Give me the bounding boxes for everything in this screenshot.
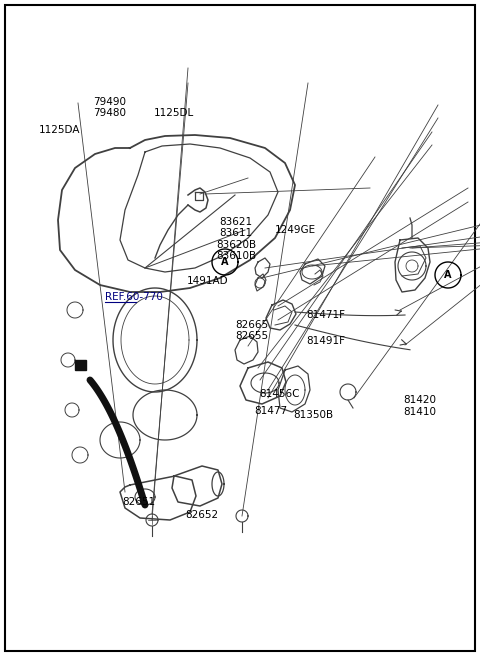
Text: 1125DL: 1125DL xyxy=(154,108,194,118)
Text: A: A xyxy=(221,257,229,267)
Text: 83611: 83611 xyxy=(219,228,252,238)
Text: A: A xyxy=(444,270,452,280)
Text: 83610B: 83610B xyxy=(216,251,256,261)
Text: 79490: 79490 xyxy=(94,96,127,107)
Text: 82652: 82652 xyxy=(185,510,218,520)
Text: 82665: 82665 xyxy=(235,319,268,330)
Text: 81350B: 81350B xyxy=(293,409,333,420)
Text: 83621: 83621 xyxy=(219,216,252,227)
Text: 81491F: 81491F xyxy=(306,336,345,346)
Text: 79480: 79480 xyxy=(94,108,127,118)
Polygon shape xyxy=(75,360,86,370)
Text: 81410: 81410 xyxy=(403,407,436,417)
Text: 81471F: 81471F xyxy=(306,310,345,320)
Text: 82651: 82651 xyxy=(122,497,156,507)
Text: 81420: 81420 xyxy=(403,395,436,405)
Text: REF.60-770: REF.60-770 xyxy=(105,291,163,302)
Text: 81456C: 81456C xyxy=(259,388,300,399)
Text: 83620B: 83620B xyxy=(216,239,256,250)
Text: 1491AD: 1491AD xyxy=(187,276,229,286)
Text: 1125DA: 1125DA xyxy=(38,125,80,135)
Text: 81477: 81477 xyxy=(254,406,288,417)
Text: 82655: 82655 xyxy=(235,331,268,341)
Text: 1249GE: 1249GE xyxy=(275,224,316,235)
